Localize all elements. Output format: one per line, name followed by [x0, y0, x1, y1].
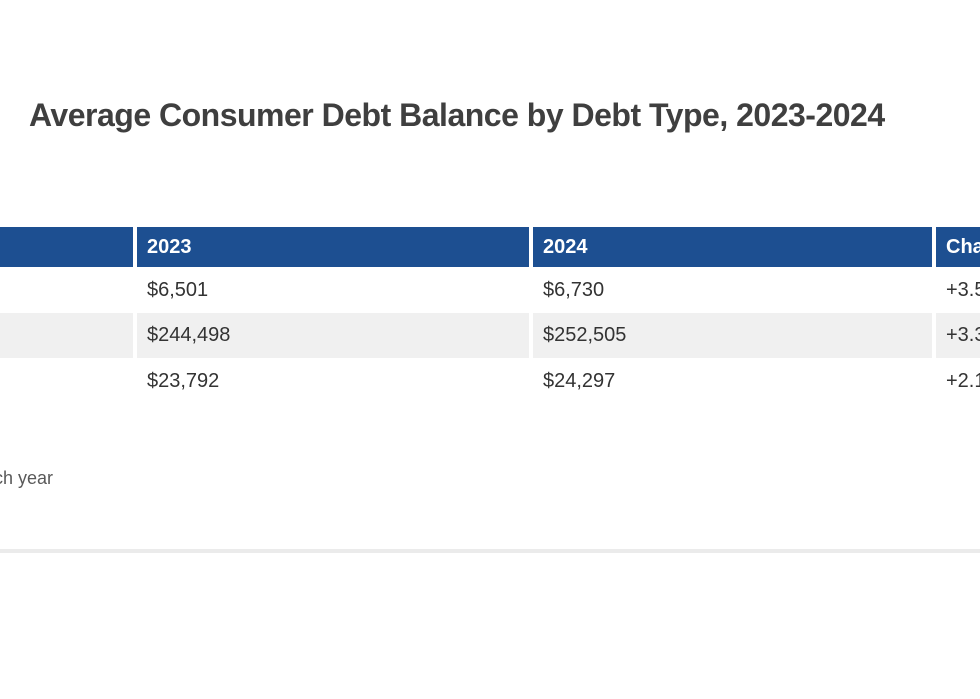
cell-2024-text: $6,730: [543, 278, 605, 301]
cell-change-value: +2.1%: [932, 358, 980, 404]
cell-debt-type: [0, 313, 133, 358]
debt-table: 2023 2024 Change $6,501 $6,730 +3.5%: [0, 227, 980, 404]
footnote-text: ch year: [0, 468, 54, 488]
cell-2024-value: $252,505: [529, 313, 932, 358]
cell-2023-value: $244,498: [133, 313, 529, 358]
page-title: Average Consumer Debt Balance by Debt Ty…: [29, 97, 885, 133]
cell-2024-text: $24,297: [543, 369, 616, 392]
cell-change-value: +3.5%: [932, 267, 980, 313]
cell-debt-type: [0, 358, 133, 404]
cell-change-text: +3.5%: [946, 278, 980, 301]
cell-debt-type: [0, 267, 133, 313]
cell-change-text: +2.1%: [946, 369, 980, 392]
cell-2024-text: $252,505: [543, 324, 627, 346]
cell-2024-value: $24,297: [529, 358, 932, 404]
section-divider: [0, 549, 980, 553]
table-row: $23,792 $24,297 +2.1%: [0, 358, 980, 404]
table-header-row: 2023 2024 Change: [0, 227, 980, 267]
table-header-debt-type: [0, 227, 133, 267]
cell-2024-value: $6,730: [529, 267, 932, 313]
table-header-2024: 2024: [529, 227, 932, 267]
cell-change-value: +3.3%: [932, 313, 980, 358]
cell-2023-text: $244,498: [147, 324, 231, 346]
cell-2023-value: $6,501: [133, 267, 529, 313]
table-header-change: Change: [932, 227, 980, 267]
cell-2023-value: $23,792: [133, 358, 529, 404]
table-header-2023-label: 2023: [147, 235, 192, 258]
cell-2023-text: $23,792: [147, 369, 220, 392]
table-header-change-label: Change: [946, 235, 980, 258]
table-row: $244,498 $252,505 +3.3%: [0, 313, 980, 358]
cell-2023-text: $6,501: [147, 278, 209, 301]
table-header-2024-label: 2024: [543, 235, 588, 258]
table-header-2023: 2023: [133, 227, 529, 267]
cell-change-text: +3.3%: [946, 324, 980, 346]
table-row: $6,501 $6,730 +3.5%: [0, 267, 980, 313]
